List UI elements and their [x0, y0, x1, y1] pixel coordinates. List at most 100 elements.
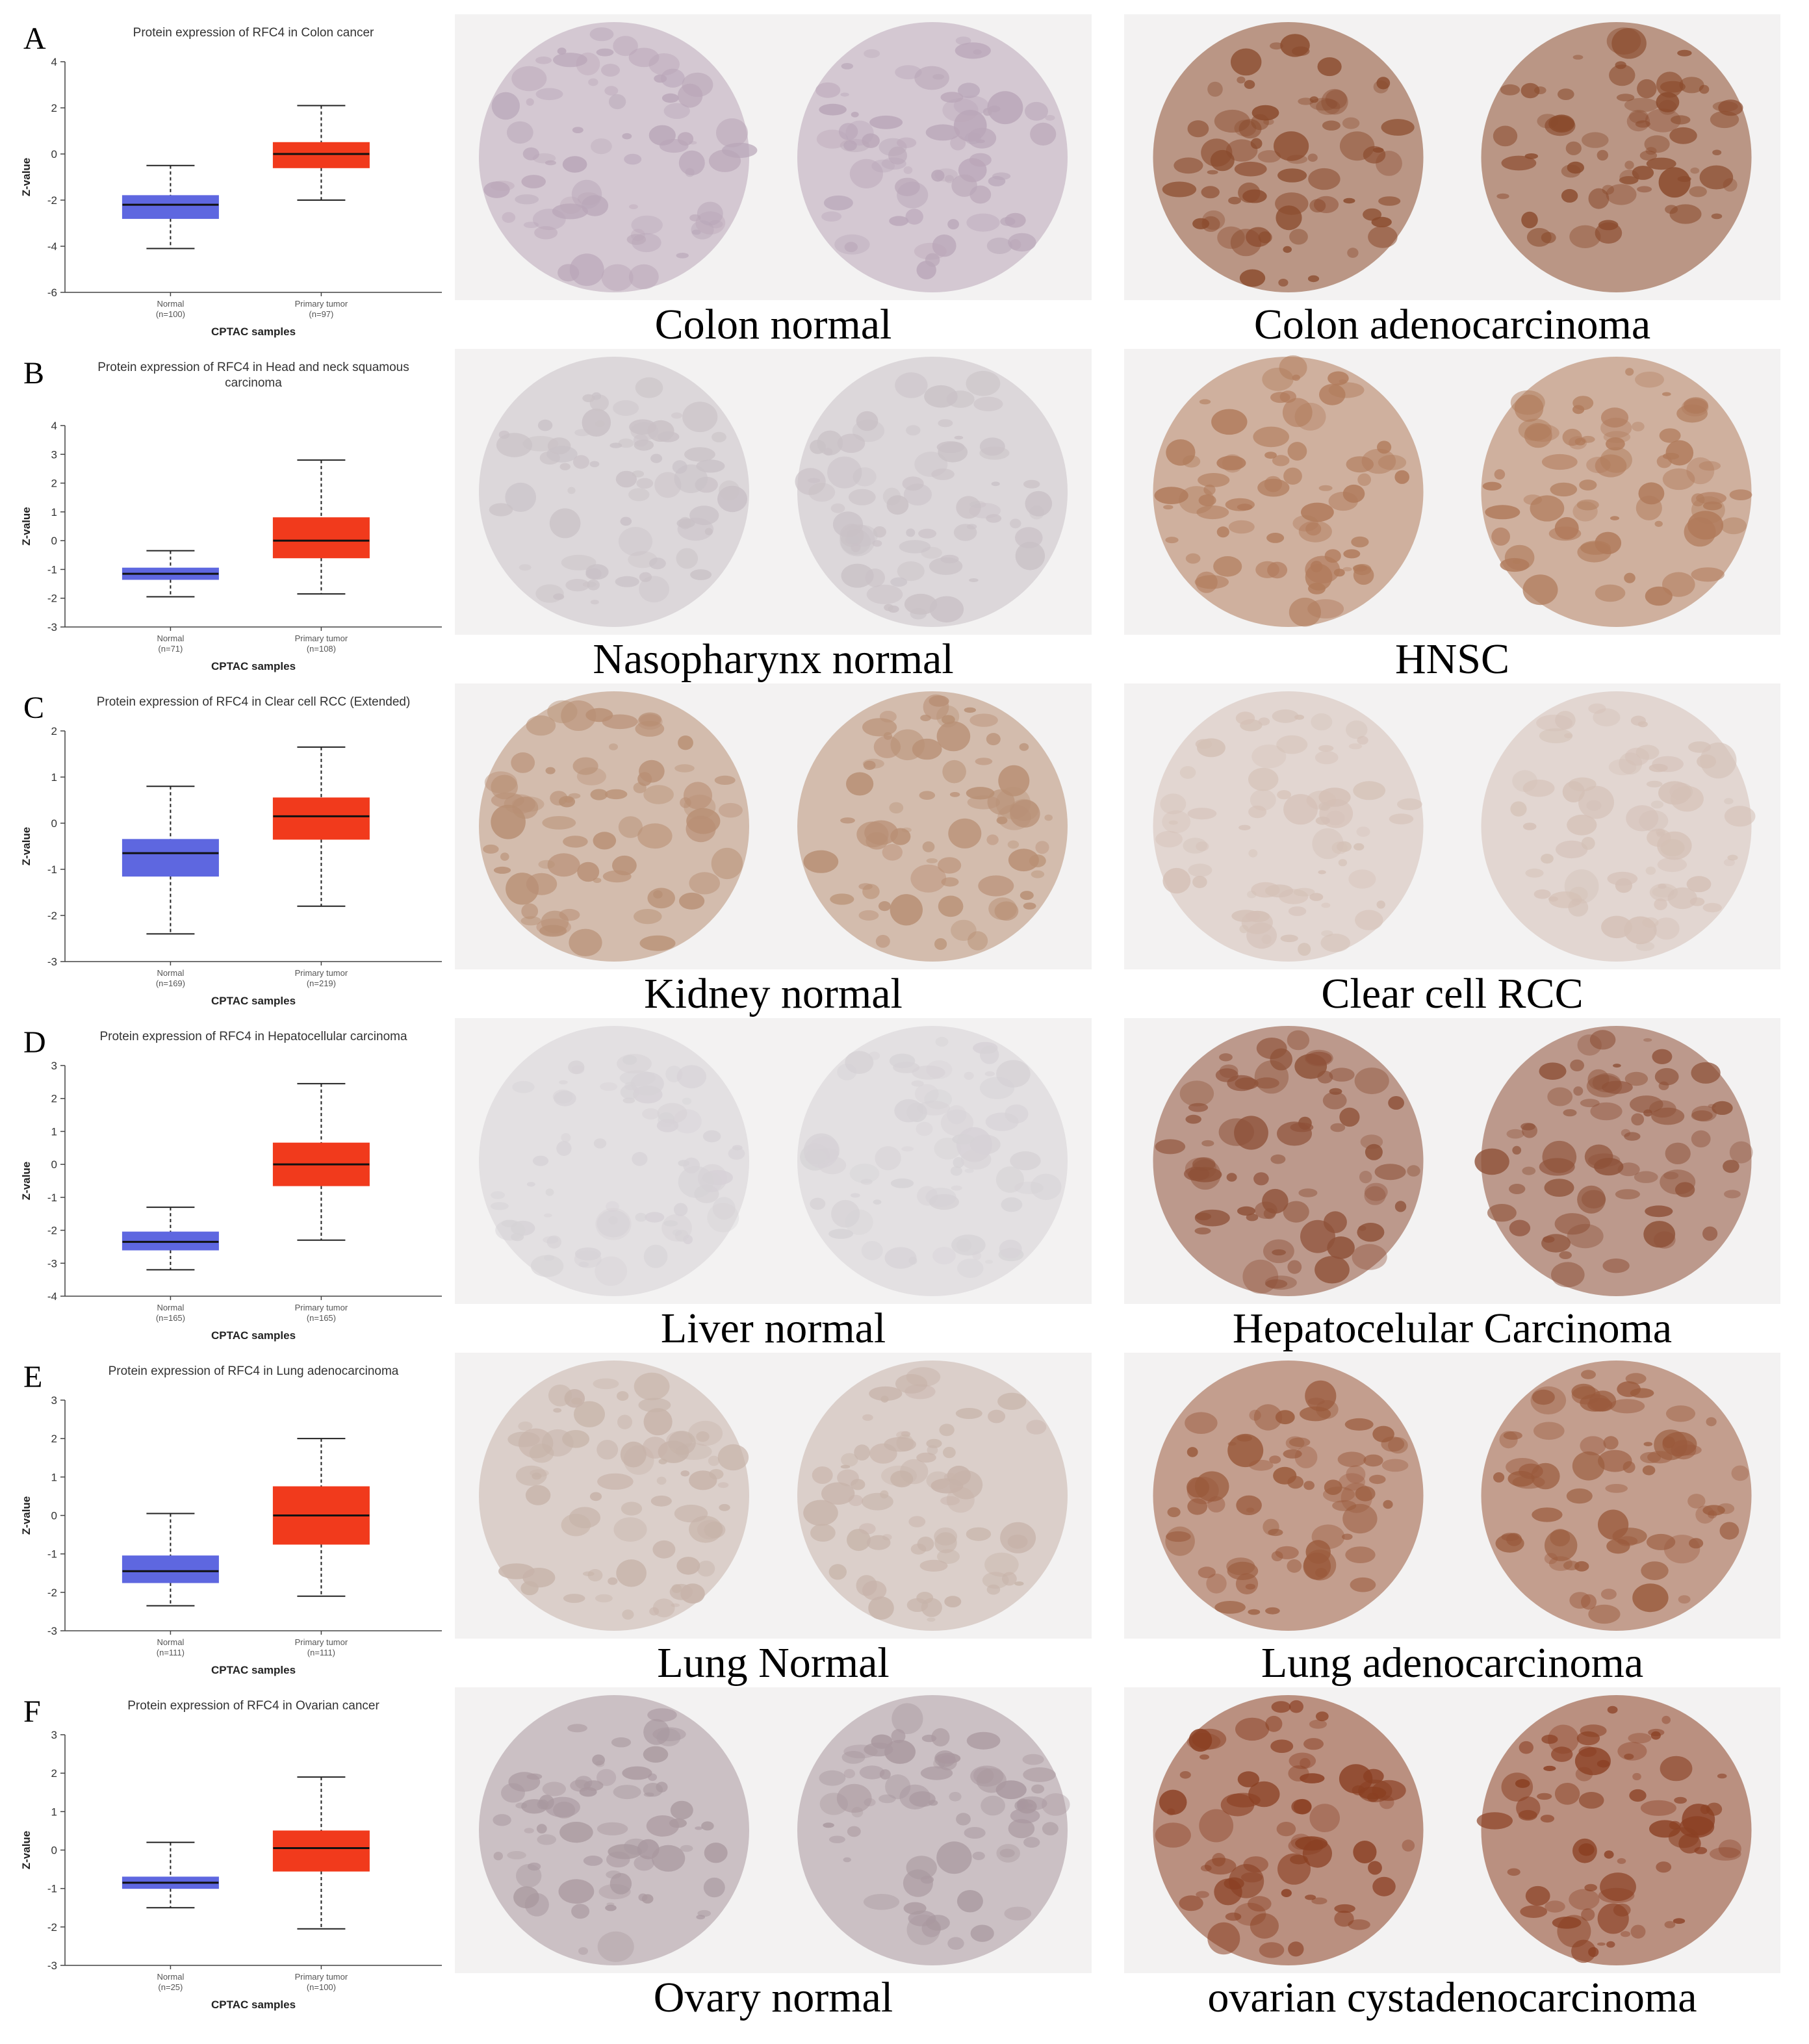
y-axis-label: Z-value [20, 507, 32, 546]
tissue-texture [1227, 1442, 1237, 1446]
tissue-texture [795, 468, 826, 495]
tissue-texture [597, 1822, 628, 1835]
y-tick-label: 0 [51, 1845, 57, 1857]
tissue-texture [841, 1453, 858, 1467]
tissue-texture [1272, 455, 1290, 466]
tissue-texture [841, 563, 874, 588]
tissue-texture [1663, 1171, 1679, 1180]
tissue-texture [1167, 1507, 1181, 1518]
tissue-texture [1580, 1099, 1600, 1108]
tissue-core [797, 22, 1068, 292]
tissue-texture [904, 1384, 936, 1399]
tissue-texture [927, 1617, 936, 1622]
tissue-texture [1651, 1107, 1685, 1125]
tissue-texture [536, 1824, 547, 1833]
tissue-texture [1665, 1405, 1696, 1422]
tumor-tissue-image [1124, 683, 1780, 969]
tissue-texture [680, 797, 691, 808]
tissue-texture [803, 850, 839, 873]
tissue-texture [843, 140, 857, 151]
tissue-texture [841, 1750, 866, 1764]
tissue-texture [637, 1839, 660, 1859]
tissue-texture [602, 870, 632, 883]
tissue-texture [1246, 1507, 1255, 1513]
tissue-texture [585, 568, 602, 580]
tissue-texture [936, 721, 971, 752]
tissue-texture [1289, 229, 1308, 245]
x-tick-n-label: (n=97) [309, 309, 333, 319]
tissue-core [479, 1026, 749, 1296]
boxplot-chart: Protein expression of RFC4 in Hepatocell… [20, 1030, 442, 1342]
tissue-texture [1570, 1059, 1584, 1071]
tissue-texture [1654, 898, 1667, 910]
tumor-caption: Clear cell RCC [1321, 970, 1584, 1017]
tissue-texture [1325, 90, 1347, 109]
tissue-texture [1616, 94, 1635, 101]
tissue-texture [1194, 1471, 1229, 1502]
tissue-texture [618, 816, 643, 838]
tissue-texture [1237, 76, 1246, 84]
tissue-texture [1388, 1096, 1404, 1110]
tissue-texture [850, 1193, 860, 1198]
tissue-texture [844, 242, 858, 253]
tissue-texture [572, 455, 589, 469]
tissue-texture [601, 264, 634, 291]
tissue-image [1153, 1361, 1752, 1631]
tissue-texture [872, 540, 882, 547]
tissue-texture [972, 1251, 982, 1260]
tissue-texture [1607, 871, 1638, 886]
tissue-texture [1239, 269, 1266, 287]
tissue-texture [849, 159, 883, 188]
tissue-texture [843, 1857, 851, 1863]
y-tick-label: 2 [51, 102, 57, 114]
tissue-texture [639, 572, 652, 582]
tissue-texture [1321, 930, 1333, 937]
tissue-texture [1204, 1858, 1237, 1875]
tissue-texture [641, 1894, 654, 1904]
tissue-texture [922, 841, 935, 852]
tissue-texture [1246, 1213, 1259, 1221]
tissue-texture [1010, 1151, 1041, 1171]
tissue-texture [1600, 1872, 1636, 1902]
tissue-texture [1632, 1772, 1641, 1781]
tissue-texture [888, 146, 907, 165]
tissue-texture [654, 74, 667, 83]
tissue-texture [1346, 720, 1368, 739]
tissue-texture [1265, 1607, 1280, 1615]
tissue-texture [606, 1902, 615, 1906]
tissue-texture [890, 1178, 914, 1188]
tissue-texture [1354, 1067, 1389, 1095]
tumor-tissue-image [1124, 349, 1780, 635]
y-tick-label: 2 [51, 1433, 57, 1445]
tissue-texture [1322, 1092, 1347, 1110]
tissue-texture [1660, 1756, 1693, 1782]
tissue-texture [643, 785, 674, 804]
tissue-texture [1630, 1095, 1663, 1114]
tissue-texture [651, 1845, 686, 1872]
tissue-texture [1532, 1507, 1563, 1522]
tissue-texture [1307, 599, 1344, 619]
tissue-texture [862, 718, 897, 737]
tissue-texture [1295, 1836, 1328, 1851]
tissue-texture [1554, 1213, 1591, 1235]
tissue-texture [1300, 1773, 1325, 1783]
tissue-texture [1308, 168, 1341, 190]
tissue-texture [1580, 541, 1611, 555]
tissue-texture [1671, 115, 1691, 125]
tissue-texture [1664, 1921, 1676, 1928]
y-tick-label: 3 [51, 1729, 57, 1741]
tissue-texture [642, 1108, 660, 1119]
tissue-texture [583, 1856, 603, 1866]
tissue-texture [1572, 405, 1585, 415]
tissue-texture [916, 1452, 936, 1463]
tissue-texture [901, 1146, 914, 1152]
x-tick-label: Normal [157, 1637, 184, 1647]
tissue-texture [1561, 188, 1578, 203]
x-axis-label: CPTAC samples [211, 1999, 296, 2011]
tissue-texture [1339, 131, 1375, 161]
tissue-texture [716, 118, 748, 147]
tissue-texture [840, 92, 849, 97]
tissue-texture [639, 760, 665, 783]
tissue-texture [1318, 870, 1326, 875]
box-tumor [272, 459, 370, 595]
